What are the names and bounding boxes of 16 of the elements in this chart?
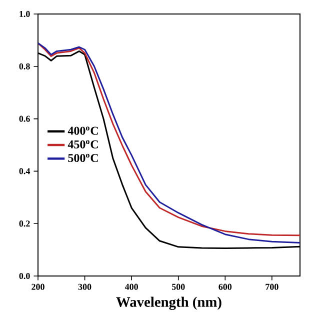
y-tick-label: 0.6 bbox=[19, 116, 30, 122]
x-tick-label: 500 bbox=[172, 284, 185, 290]
x-tick-label: 600 bbox=[218, 284, 232, 290]
x-tick-label: 700 bbox=[266, 284, 278, 290]
x-tick-label: 200 bbox=[32, 284, 44, 290]
x-tick-label: 300 bbox=[78, 284, 92, 290]
legend-label: 500$^{o}$C bbox=[68, 154, 98, 162]
y-tick-label: 0.2 bbox=[19, 220, 30, 227]
legend-label: 400$^{o}$C bbox=[68, 126, 98, 135]
y-tick-label: 1.0 bbox=[20, 10, 30, 18]
y-tick-label: 0.0 bbox=[19, 272, 30, 280]
y-tick-label: 0.4 bbox=[19, 168, 30, 174]
y-tick-label: 0.8 bbox=[19, 63, 30, 70]
x-tick-label: 400 bbox=[124, 284, 138, 290]
legend-label: 450$^{o}$C bbox=[68, 140, 98, 148]
x-axis-title: Wavelength (nm) bbox=[116, 296, 222, 310]
